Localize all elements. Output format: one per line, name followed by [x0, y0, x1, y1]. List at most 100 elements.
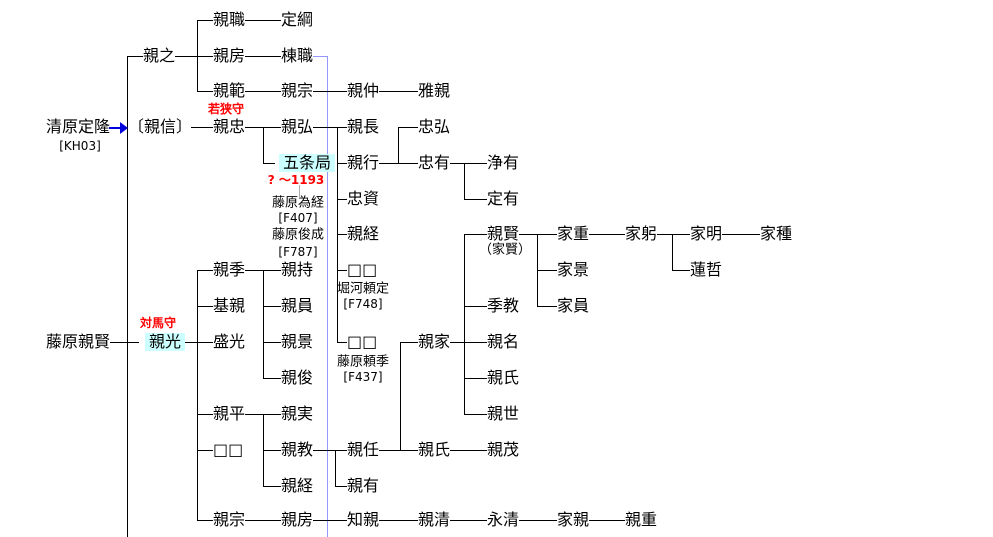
person-node: 親房 — [213, 46, 246, 65]
reference-code-link[interactable]: [F407] — [278, 211, 318, 225]
person-node: 親清 — [418, 510, 451, 529]
person-node: 家躬 — [625, 224, 658, 243]
tree-line-vertical — [197, 270, 198, 520]
spouse-name-label: 藤原俊成 — [271, 227, 325, 243]
tree-line-horizontal — [450, 163, 487, 164]
tree-line-horizontal — [519, 234, 557, 235]
spouse-name-label: 藤原為経 — [271, 195, 325, 211]
person-node: 定綱 — [281, 10, 314, 29]
spouse-name-label: （家賢） — [478, 242, 532, 258]
person-node: 親俊 — [281, 368, 314, 387]
tree-line-horizontal — [263, 163, 275, 164]
tree-line-horizontal — [379, 163, 418, 164]
tree-line-horizontal — [519, 520, 557, 521]
person-node: 季教 — [487, 296, 520, 315]
tree-line-horizontal — [337, 163, 347, 164]
person-node: 親員 — [281, 296, 314, 315]
tree-line-vertical — [335, 450, 336, 486]
person-node: 基親 — [213, 296, 246, 315]
tree-line-horizontal — [263, 378, 281, 379]
tree-line-horizontal — [464, 306, 487, 307]
tree-line-horizontal — [263, 450, 281, 451]
continuation-line — [313, 56, 328, 57]
tree-line-horizontal — [245, 414, 281, 415]
tree-line-horizontal — [398, 127, 418, 128]
person-node: 親長 — [347, 117, 380, 136]
tree-line-horizontal — [197, 306, 213, 307]
person-node: 親重 — [625, 510, 658, 529]
tree-line-vertical — [464, 234, 465, 414]
spouse-name-label: 藤原頼季 — [336, 354, 390, 370]
person-node: 棟職 — [281, 46, 314, 65]
tree-line-horizontal — [197, 91, 213, 92]
person-node: 親宗 — [281, 81, 314, 100]
tree-line-horizontal — [245, 56, 281, 57]
tree-line-horizontal — [197, 414, 213, 415]
tree-line-vertical — [197, 20, 198, 91]
person-node: 親氏 — [418, 440, 451, 459]
tree-line-vertical — [400, 342, 401, 450]
office-title-label: 対馬守 — [139, 316, 177, 330]
person-node: 忠有 — [418, 153, 451, 172]
person-node: □□ — [347, 260, 378, 279]
tree-line-horizontal — [589, 520, 625, 521]
office-title-label: ? ～1193 — [267, 173, 325, 187]
person-node: 親実 — [281, 404, 314, 423]
tree-line-vertical — [672, 234, 673, 270]
person-node: 家景 — [557, 260, 590, 279]
tree-line-vertical — [127, 56, 128, 537]
person-node: 親行 — [347, 153, 380, 172]
person-node: 親家 — [418, 332, 451, 351]
tree-line-horizontal — [313, 520, 347, 521]
connector-stub — [299, 185, 300, 197]
person-node: 親景 — [281, 332, 314, 351]
person-node: 親仲 — [347, 81, 380, 100]
person-node: 永清 — [487, 510, 520, 529]
tree-line-horizontal — [245, 20, 281, 21]
tree-line-horizontal — [197, 520, 213, 521]
person-node: 盛光 — [213, 332, 246, 351]
person-node: 定有 — [487, 189, 520, 208]
tree-line-horizontal — [657, 234, 690, 235]
person-node: 親宗 — [213, 510, 246, 529]
tree-line-horizontal — [337, 342, 347, 343]
tree-line-horizontal — [263, 342, 281, 343]
tree-line-horizontal — [400, 342, 418, 343]
person-node: 家員 — [557, 296, 590, 315]
person-node: 親任 — [347, 440, 380, 459]
reference-code-link[interactable]: [F748] — [343, 297, 383, 311]
person-node: 親範 — [213, 81, 246, 100]
tree-line-horizontal — [672, 270, 690, 271]
person-node: 親忠 — [213, 117, 246, 136]
tree-line-horizontal — [313, 450, 347, 451]
tree-line-horizontal — [464, 199, 487, 200]
reference-code-link[interactable]: [KH03] — [59, 139, 101, 153]
person-node: 家親 — [557, 510, 590, 529]
person-node: 親有 — [347, 476, 380, 495]
tree-line-horizontal — [337, 270, 347, 271]
tree-line-vertical — [263, 127, 264, 163]
person-node: 忠弘 — [418, 117, 451, 136]
tree-line-horizontal — [185, 342, 213, 343]
tree-line-vertical — [464, 163, 465, 199]
person-node: 親之 — [143, 46, 176, 65]
person-node: 家明 — [690, 224, 723, 243]
person-node-highlighted: 親光 — [145, 333, 186, 351]
person-node: 雅親 — [418, 81, 451, 100]
reference-code-link[interactable]: [F787] — [278, 245, 318, 259]
person-node: 親平 — [213, 404, 246, 423]
person-node: 知親 — [347, 510, 380, 529]
reference-code-link[interactable]: [F437] — [343, 370, 383, 384]
continuation-line — [327, 56, 328, 537]
person-node: 親持 — [281, 260, 314, 279]
person-node: 家種 — [760, 224, 793, 243]
tree-line-horizontal — [197, 270, 213, 271]
tree-line-horizontal — [263, 306, 281, 307]
tree-line-horizontal — [464, 378, 487, 379]
person-node: 親経 — [281, 476, 314, 495]
person-node: □□ — [347, 332, 378, 351]
tree-line-horizontal — [127, 56, 143, 57]
tree-line-horizontal — [110, 342, 139, 343]
tree-line-horizontal — [197, 20, 213, 21]
